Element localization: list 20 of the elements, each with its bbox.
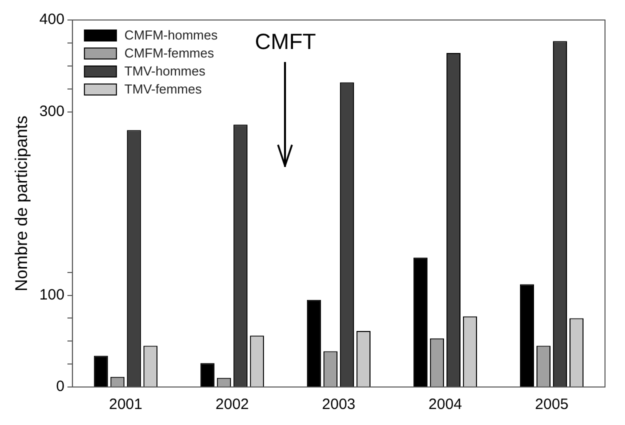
y-axis-title: Nombre de participants	[12, 116, 31, 292]
bar	[306, 300, 321, 386]
legend-label: TMV-hommes	[124, 64, 206, 79]
y-tick-label: 400	[39, 11, 64, 28]
x-tick-label: 2005	[535, 396, 568, 414]
y-tick-label: 100	[39, 286, 64, 304]
legend-label: CMFM-hommes	[124, 28, 218, 43]
bar	[200, 363, 214, 386]
y-tick-label: 0	[56, 378, 64, 396]
legend-label: CMFM-femmes	[124, 46, 214, 61]
bar	[94, 356, 108, 386]
bar	[520, 284, 534, 386]
y-tick-label: 300	[39, 102, 64, 120]
bar	[413, 258, 428, 386]
annotation: CMFT	[254, 29, 316, 54]
x-tick-label: 2001	[108, 396, 142, 414]
x-tick-label: 2003	[322, 396, 356, 414]
x-tick-label: 2002	[216, 396, 249, 414]
x-tick-label: 2004	[428, 396, 462, 414]
legend-label: TMV-femmes	[124, 82, 202, 97]
